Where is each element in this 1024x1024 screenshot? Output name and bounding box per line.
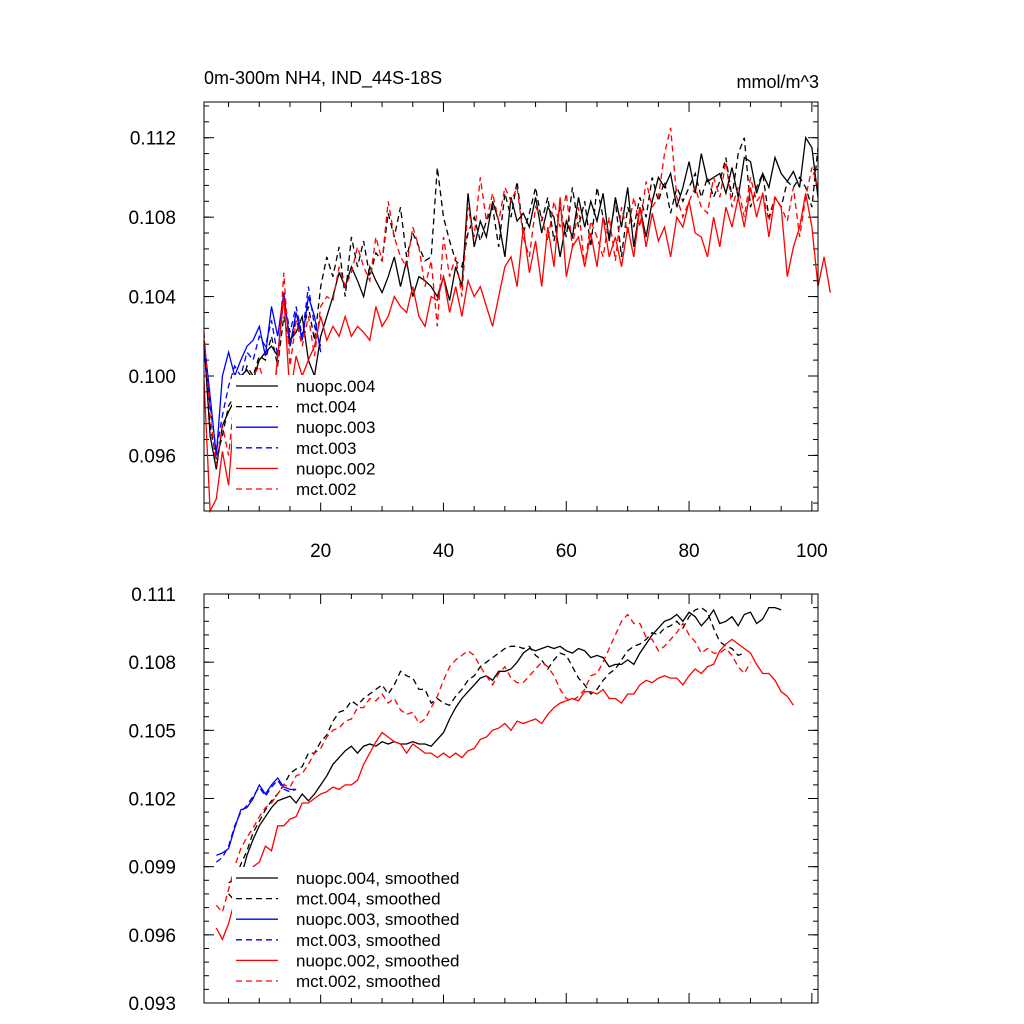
y-tick-label: 0.096 [128,446,176,467]
y-tick-label: 0.108 [128,653,176,674]
legend-label: mct.003 [296,439,356,458]
top-plot-frame [203,101,819,512]
series-line-mct-002-smoothed [215,613,752,914]
series-line-mct-004-smoothed [228,606,745,884]
bottom-plot-frame [203,593,819,1004]
y-tick-label: 0.111 [131,585,176,606]
x-tick-label: 100 [796,541,828,562]
legend-background [232,375,522,503]
y-tick-label: 0.093 [128,994,176,1015]
legend-label: mct.002, smoothed [296,972,441,991]
series-line-nuopc-003 [203,292,322,456]
series-line-nuopc-004-smoothed [228,606,782,903]
legend-label: mct.003, smoothed [296,931,441,950]
y-tick-label: 0.096 [128,926,176,947]
y-tick-label: 0.100 [128,367,176,388]
chart-title: 0m-300m NH4, IND_44S-18S [204,68,442,89]
x-tick-label: 20 [310,541,331,562]
y-tick-label: 0.108 [128,208,176,229]
series-line-mct-003-smoothed [215,779,297,863]
units-label: mmol/m^3 [737,72,819,92]
legend-background [232,867,522,995]
bottom-series-group [215,606,794,941]
legend-label: nuopc.002, smoothed [296,951,460,970]
legend-label: mct.002 [296,480,356,499]
bottom-axis-ticks: 0.093 0.096 0.099 0.102 0.105 0.108 0.111 [128,585,818,1015]
y-tick-label: 0.112 [130,129,176,150]
x-tick-label: 60 [556,541,577,562]
legend-label: nuopc.002 [296,459,375,478]
y-tick-label: 0.102 [128,790,176,811]
legend-label: nuopc.003 [296,418,375,437]
legend-label: nuopc.004 [296,377,375,396]
series-line-nuopc-002-smoothed [215,638,794,941]
series-line-mct-002 [203,127,819,466]
top-panel: 0m-300m NH4, IND_44S-18S mmol/m^3 20 40 60… [128,68,831,562]
y-tick-label: 0.105 [128,721,176,742]
legend-label: nuopc.004, smoothed [296,869,460,888]
legend-label: nuopc.003, smoothed [296,910,460,929]
top-series-group [203,127,831,514]
legend-label: mct.004 [296,398,356,417]
series-line-mct-004 [203,137,819,460]
y-tick-label: 0.099 [128,858,176,879]
x-tick-label: 40 [433,541,454,562]
x-tick-label: 80 [678,541,699,562]
top-axis-ticks: 20 40 60 80 100 0.096 0.100 0.104 0.108 0.112 [128,102,828,562]
legend-label: mct.004, smoothed [296,890,441,909]
series-line-nuopc-004 [203,135,819,470]
y-tick-label: 0.104 [128,288,176,309]
bottom-panel: 0.093 0.096 0.099 0.102 0.105 0.108 0.111 nuop… [128,585,819,1015]
series-line-nuopc-002 [203,187,831,514]
